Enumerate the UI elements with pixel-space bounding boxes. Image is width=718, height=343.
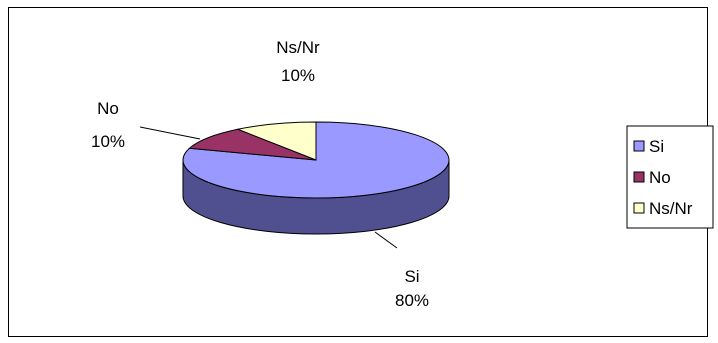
label-no-category: No [97, 99, 119, 118]
legend-swatch-si [633, 140, 645, 152]
legend-label-si: Si [649, 137, 664, 156]
leader-line-si [374, 231, 398, 249]
leader-line-no [139, 126, 201, 140]
pie-slice-no [188, 128, 317, 161]
legend-swatch-nsnr [633, 202, 645, 214]
label-no-value: 10% [91, 132, 125, 151]
legend-swatch-no [633, 171, 645, 183]
legend-label-nsnr: Ns/Nr [649, 199, 693, 218]
label-nsnr-value: 10% [281, 66, 315, 85]
label-si-value: 80% [395, 291, 429, 310]
pie-layer [182, 121, 450, 235]
legend: Si No Ns/Nr [626, 125, 714, 229]
legend-label-no: No [649, 168, 671, 187]
label-layer: Si 80% No 10% Ns/Nr 10% [91, 38, 429, 310]
pie-slice-nsnr [236, 121, 317, 161]
label-si-category: Si [404, 267, 419, 286]
label-nsnr-category: Ns/Nr [276, 38, 320, 57]
